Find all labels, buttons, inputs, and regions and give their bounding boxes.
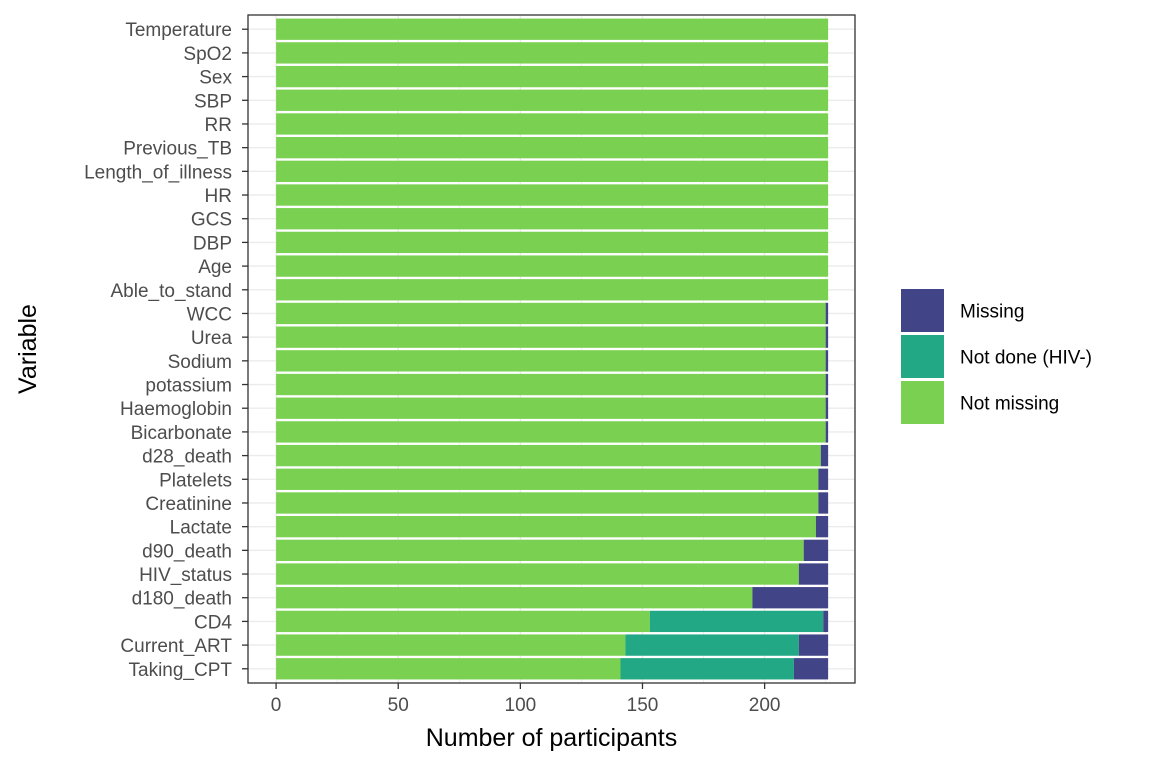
y-tick-label: SBP bbox=[194, 91, 232, 112]
y-tick-label: Lactate bbox=[170, 518, 232, 539]
bar-segment bbox=[798, 563, 829, 585]
bar-segment bbox=[276, 468, 819, 490]
y-axis-title: Variable bbox=[14, 304, 42, 394]
bar-segment bbox=[276, 610, 650, 633]
bar-segment bbox=[276, 42, 829, 64]
bar-segment bbox=[276, 658, 621, 680]
bar-segment bbox=[276, 208, 829, 230]
bar-segment bbox=[276, 326, 826, 348]
x-tick-label: 150 bbox=[627, 695, 659, 716]
bar-segment bbox=[625, 634, 799, 656]
bar-segment bbox=[276, 444, 821, 467]
plot-panel-border bbox=[247, 14, 856, 684]
y-tick-label: Temperature bbox=[125, 20, 232, 41]
bar-segment bbox=[276, 587, 753, 609]
x-axis-title: Number of participants bbox=[426, 724, 678, 752]
bar-segment bbox=[276, 350, 826, 372]
y-tick-label: Current_ART bbox=[120, 636, 232, 657]
y-tick-label: Urea bbox=[191, 328, 233, 349]
x-tick-label: 200 bbox=[749, 695, 781, 716]
legend-key bbox=[901, 335, 944, 378]
bar-segment bbox=[276, 18, 829, 40]
bar-segment bbox=[276, 136, 829, 159]
y-tick-label: RR bbox=[205, 115, 232, 136]
y-tick-label: Bicarbonate bbox=[131, 423, 232, 444]
bar-segment bbox=[818, 468, 829, 490]
bar-segment bbox=[276, 373, 826, 396]
bar-segment bbox=[276, 184, 829, 206]
legend-label: Not missing bbox=[960, 394, 1059, 415]
y-tick-label: Sodium bbox=[168, 352, 232, 373]
bar-segment bbox=[276, 89, 829, 111]
y-tick-label: Able_to_stand bbox=[111, 281, 233, 302]
bar-segment bbox=[815, 516, 829, 538]
bar-segment bbox=[649, 610, 824, 633]
y-tick-label: d90_death bbox=[142, 541, 232, 562]
bar-segment bbox=[276, 231, 829, 254]
legend: Missing Not done (HIV-) Not missing bbox=[901, 289, 1092, 424]
bar-segment bbox=[276, 160, 829, 182]
y-tick-label: SpO2 bbox=[183, 44, 232, 65]
y-tick-label: DBP bbox=[193, 233, 232, 254]
bar-segment bbox=[276, 397, 826, 419]
bar-segment bbox=[798, 634, 829, 656]
y-tick-label: Previous_TB bbox=[123, 139, 232, 160]
bar-segment bbox=[276, 65, 829, 88]
y-tick-label: Haemoglobin bbox=[120, 399, 232, 420]
bar-segment bbox=[276, 539, 804, 562]
bar-segment bbox=[620, 658, 794, 680]
y-tick-label: GCS bbox=[191, 210, 232, 231]
y-tick-label: Sex bbox=[199, 68, 232, 89]
y-tick-label: Length_of_illness bbox=[84, 162, 232, 183]
bar-segment bbox=[825, 350, 829, 372]
bar-segment bbox=[820, 444, 829, 467]
legend-key bbox=[901, 289, 944, 332]
y-tick-label: CD4 bbox=[194, 612, 232, 633]
bar-segment bbox=[276, 421, 826, 443]
legend-label: Missing bbox=[960, 302, 1024, 323]
y-tick-label: HIV_status bbox=[139, 565, 232, 586]
bar-segment bbox=[825, 421, 829, 443]
x-tick-label: 50 bbox=[388, 695, 409, 716]
y-tick-label: Creatinine bbox=[145, 494, 232, 515]
bar-segment bbox=[823, 610, 829, 633]
bar-segment bbox=[276, 255, 829, 277]
bar-segment bbox=[793, 658, 829, 680]
bar-segment bbox=[276, 113, 829, 135]
legend-label: Not done (HIV-) bbox=[960, 348, 1092, 369]
bar-segment bbox=[825, 326, 829, 348]
y-tick-label: HR bbox=[205, 186, 232, 207]
bar-segment bbox=[276, 279, 829, 301]
bars bbox=[276, 18, 829, 680]
bar-segment bbox=[803, 539, 829, 562]
bar-segment bbox=[825, 373, 829, 396]
bar-segment bbox=[276, 302, 826, 325]
bar-segment bbox=[276, 492, 819, 514]
x-tick-label: 0 bbox=[271, 695, 282, 716]
x-axis: 0 50 100 150 200 bbox=[271, 683, 781, 716]
bar-segment bbox=[276, 634, 626, 656]
x-tick-label: 100 bbox=[505, 695, 537, 716]
y-tick-label: d180_death bbox=[132, 589, 232, 610]
y-tick-label: potassium bbox=[145, 376, 232, 397]
y-tick-label: Age bbox=[198, 257, 232, 278]
bar-segment bbox=[818, 492, 829, 514]
y-tick-label: WCC bbox=[187, 304, 232, 325]
bar-segment bbox=[276, 563, 799, 585]
bar-segment bbox=[825, 397, 829, 419]
legend-key bbox=[901, 381, 944, 424]
y-tick-label: Taking_CPT bbox=[129, 660, 233, 681]
bar-segment bbox=[276, 516, 816, 538]
bar-segment bbox=[825, 302, 829, 325]
bar-segment bbox=[752, 587, 829, 609]
y-tick-label: d28_death bbox=[142, 447, 232, 468]
y-tick-label: Platelets bbox=[159, 470, 232, 491]
